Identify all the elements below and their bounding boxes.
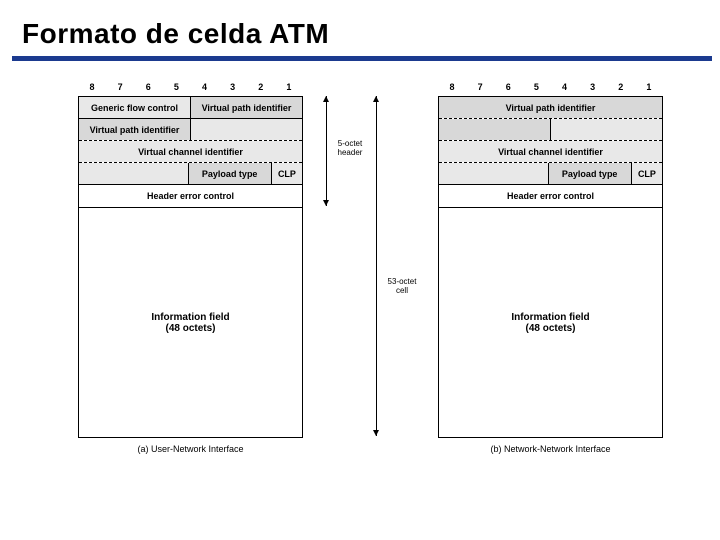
bit-5: 5 xyxy=(162,82,190,96)
vci-field-b: Virtual channel identifier xyxy=(439,141,662,162)
caption-b: (b) Network-Network Interface xyxy=(438,444,663,454)
bit-8b: 8 xyxy=(438,82,466,96)
caption-a: (a) User-Network Interface xyxy=(78,444,303,454)
cell-arrow xyxy=(376,96,377,436)
header-block-a: Generic flow control Virtual path identi… xyxy=(78,96,303,208)
cell-anno: 53-octet cell xyxy=(382,278,422,296)
bit-3b: 3 xyxy=(579,82,607,96)
clp-field-b: CLP xyxy=(632,163,662,184)
title-underline xyxy=(12,56,712,61)
bit-labels-a: 8 7 6 5 4 3 2 1 xyxy=(78,82,303,96)
vci-top-b xyxy=(551,119,662,140)
bit-1: 1 xyxy=(275,82,303,96)
bit-6: 6 xyxy=(134,82,162,96)
vci-field: Virtual channel identifier xyxy=(79,141,302,162)
header-arrow xyxy=(326,96,327,206)
bit-4b: 4 xyxy=(551,82,579,96)
vci-top xyxy=(191,119,302,140)
vpi-field-top: Virtual path identifier xyxy=(191,97,302,118)
bit-7: 7 xyxy=(106,82,134,96)
gfc-field: Generic flow control xyxy=(79,97,191,118)
bit-3: 3 xyxy=(219,82,247,96)
info-block-a: Information field (48 octets) xyxy=(78,208,303,438)
hec-field: Header error control xyxy=(79,185,302,207)
header-block-b: Virtual path identifier Virtual channel … xyxy=(438,96,663,208)
vci-bottom xyxy=(79,163,189,184)
hec-field-b: Header error control xyxy=(439,185,662,207)
bit-labels-b: 8 7 6 5 4 3 2 1 xyxy=(438,82,663,96)
bit-2b: 2 xyxy=(607,82,635,96)
header-anno: 5-octet header xyxy=(332,140,368,158)
vpi-field-b: Virtual path identifier xyxy=(439,97,662,118)
info-block-b: Information field (48 octets) xyxy=(438,208,663,438)
bit-6b: 6 xyxy=(494,82,522,96)
bit-7b: 7 xyxy=(466,82,494,96)
diagram-nni: 8 7 6 5 4 3 2 1 Virtual path identifier … xyxy=(438,82,663,454)
diagram-area: 8 7 6 5 4 3 2 1 Generic flow control Vir… xyxy=(0,78,720,518)
bit-1b: 1 xyxy=(635,82,663,96)
info-sub-a: (48 octets) xyxy=(165,323,215,334)
info-label-b: Information field xyxy=(511,312,589,323)
vpi-field-bottom: Virtual path identifier xyxy=(79,119,191,140)
bit-8: 8 xyxy=(78,82,106,96)
bit-5b: 5 xyxy=(522,82,550,96)
page-title: Formato de celda ATM xyxy=(0,0,720,56)
bit-4: 4 xyxy=(191,82,219,96)
diagram-uni: 8 7 6 5 4 3 2 1 Generic flow control Vir… xyxy=(78,82,303,454)
vpi-bottom-b xyxy=(439,119,551,140)
info-sub-b: (48 octets) xyxy=(525,323,575,334)
bit-2: 2 xyxy=(247,82,275,96)
info-label-a: Information field xyxy=(151,312,229,323)
pt-field-b: Payload type xyxy=(549,163,632,184)
vci-bottom-b xyxy=(439,163,549,184)
pt-field: Payload type xyxy=(189,163,272,184)
clp-field: CLP xyxy=(272,163,302,184)
